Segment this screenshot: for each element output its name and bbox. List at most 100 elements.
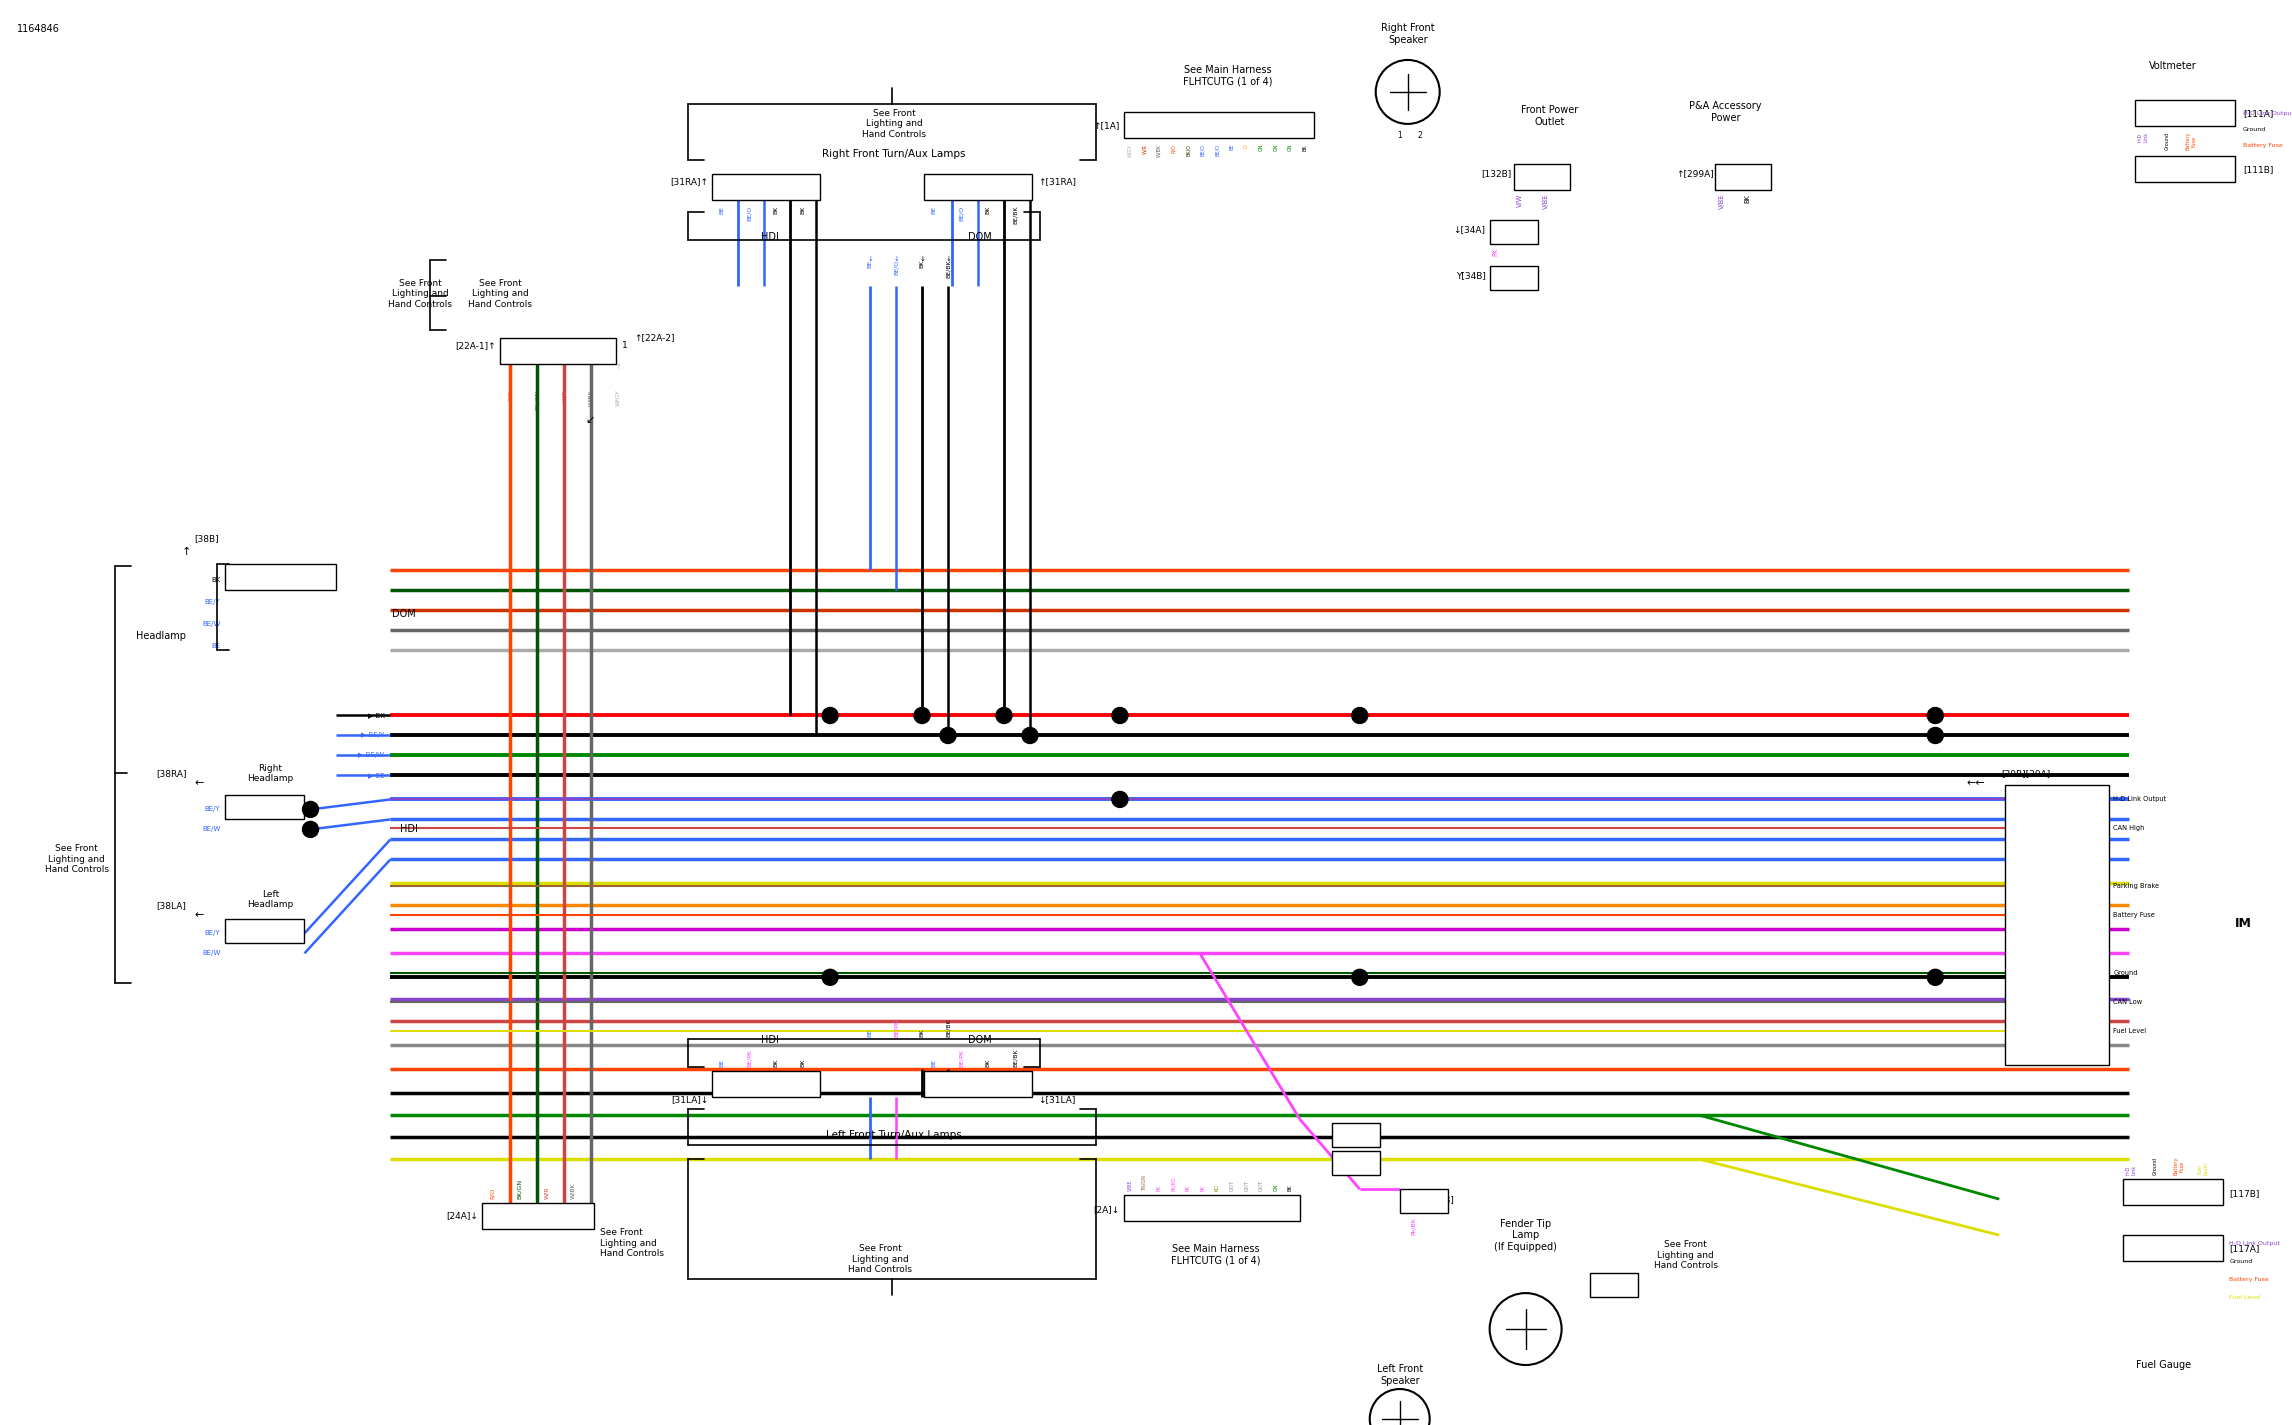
Text: 10: 10: [1261, 1206, 1267, 1211]
Text: ↑[1A]: ↑[1A]: [1093, 121, 1121, 131]
Text: 2: 2: [1554, 174, 1559, 180]
Text: GN: GN: [1288, 144, 1293, 151]
Text: W/R: W/R: [2042, 825, 2056, 831]
Text: CAN High: CAN High: [2113, 825, 2145, 831]
Text: BK: BK: [800, 1059, 804, 1067]
Text: BK: BK: [986, 205, 990, 214]
Text: 1: 1: [236, 574, 241, 580]
Text: BK/GN: BK/GN: [516, 1178, 523, 1200]
Text: 1: 1: [1499, 275, 1504, 281]
Bar: [1123, 113, 1313, 138]
Bar: [713, 174, 821, 200]
Bar: [1123, 1196, 1300, 1221]
Text: V/BE: V/BE: [1128, 1180, 1132, 1191]
Text: ▶ BE: ▶ BE: [367, 772, 385, 778]
Text: 3: 3: [2012, 854, 2019, 862]
Text: ←←: ←←: [1967, 778, 1985, 788]
Text: BK: BK: [1302, 144, 1306, 151]
Text: 2: 2: [2171, 165, 2175, 172]
Text: 1: 1: [513, 348, 518, 353]
Text: V/W: V/W: [1517, 194, 1522, 207]
Text: TN/GN: TN/GN: [1141, 1176, 1146, 1191]
Circle shape: [823, 707, 839, 724]
Text: ↑[299A]: ↑[299A]: [1675, 170, 1714, 178]
Text: V/BE: V/BE: [1543, 194, 1549, 209]
Text: GN: GN: [1274, 144, 1279, 151]
Bar: [1513, 164, 1570, 190]
Text: R/O: R/O: [2042, 912, 2056, 918]
Text: DOM: DOM: [967, 1036, 992, 1046]
Text: Battery Fuse: Battery Fuse: [2244, 144, 2283, 148]
Text: 1: 1: [1398, 131, 1403, 141]
Text: BK: BK: [919, 259, 924, 268]
Text: 12: 12: [1288, 123, 1295, 127]
Text: 2: 2: [749, 1082, 754, 1087]
Text: H-D Link Output: H-D Link Output: [2244, 111, 2292, 117]
Text: BE/BK: BE/BK: [1013, 205, 1018, 225]
Circle shape: [1112, 791, 1128, 808]
Text: HDI: HDI: [761, 1036, 779, 1046]
Text: IM: IM: [2235, 916, 2253, 931]
Text: BE: BE: [869, 1029, 873, 1037]
Text: BK/GN: BK/GN: [2038, 970, 2061, 976]
Text: 1: 1: [1341, 1160, 1345, 1166]
Text: BE: BE: [869, 259, 873, 268]
Text: 3: 3: [2184, 1190, 2189, 1196]
Text: 6: 6: [2012, 940, 2019, 949]
Circle shape: [915, 707, 931, 724]
Text: 7: 7: [1217, 123, 1222, 127]
Text: 2: 2: [2159, 1190, 2164, 1196]
Text: 3: 3: [777, 1082, 782, 1087]
Text: GY/T: GY/T: [1245, 1180, 1249, 1191]
Text: 4: 4: [2221, 165, 2226, 172]
Text: [39B][39A]: [39B][39A]: [2001, 770, 2051, 778]
Text: [117A]: [117A]: [2230, 1244, 2260, 1254]
Text: H-D Link Output: H-D Link Output: [2113, 797, 2166, 802]
Text: ↑[35B]: ↑[35B]: [1348, 1129, 1380, 1137]
Text: P&A Accessory
Power: P&A Accessory Power: [1689, 101, 1763, 123]
Text: 6: 6: [1203, 123, 1206, 127]
Text: 8: 8: [2012, 997, 2017, 1007]
Text: 2: 2: [1416, 131, 1421, 141]
Text: 2: 2: [1756, 174, 1760, 180]
Text: See Front
Lighting and
Hand Controls: See Front Lighting and Hand Controls: [44, 845, 108, 875]
Text: 3: 3: [291, 574, 296, 580]
Text: ↙: ↙: [584, 415, 596, 425]
Text: 11: 11: [1274, 123, 1281, 127]
Text: 1: 1: [2134, 1245, 2138, 1251]
Text: See Main Harness
FLHTCUTG (1 of 4): See Main Harness FLHTCUTG (1 of 4): [1183, 66, 1272, 87]
Text: BE/W: BE/W: [202, 620, 220, 627]
Text: H-D Link Output: H-D Link Output: [2230, 1241, 2281, 1245]
Text: BE/Y: BE/Y: [204, 807, 220, 812]
Bar: [225, 919, 305, 943]
Text: Ground: Ground: [2244, 127, 2267, 133]
Text: W/BK: W/BK: [571, 1183, 575, 1200]
Text: BE: BE: [720, 205, 724, 214]
Text: Right Front
Speaker: Right Front Speaker: [1380, 23, 1435, 44]
Text: BE/PK: BE/PK: [747, 1049, 752, 1067]
Text: ↓: ↓: [866, 256, 873, 262]
Text: BK/GN: BK/GN: [534, 389, 541, 410]
Text: H-D
Link: H-D Link: [2125, 1166, 2136, 1176]
Text: PK: PK: [1201, 1186, 1206, 1191]
Text: 2: 2: [264, 574, 268, 580]
Circle shape: [823, 969, 839, 985]
Text: GN: GN: [1274, 1184, 1279, 1191]
Bar: [1490, 266, 1538, 289]
Text: [31LA]↓: [31LA]↓: [672, 1094, 708, 1104]
Text: O: O: [1245, 144, 1249, 148]
Text: BE/BK: BE/BK: [947, 1019, 951, 1037]
Text: GY/T: GY/T: [1229, 1180, 1235, 1191]
Text: 2: 2: [541, 348, 545, 353]
Text: 1: 1: [1130, 1206, 1132, 1211]
Bar: [1400, 1190, 1449, 1213]
Text: ↑: ↑: [181, 547, 190, 557]
Text: BK: BK: [1744, 194, 1751, 202]
Text: CAN Low: CAN Low: [2113, 999, 2143, 1005]
Text: ↑: ↑: [534, 363, 541, 369]
Text: 5: 5: [2012, 911, 2019, 921]
Text: 2: 2: [963, 1082, 967, 1087]
Text: V/BE: V/BE: [1719, 194, 1724, 209]
Text: 1: 1: [1130, 123, 1132, 127]
Bar: [481, 1203, 594, 1230]
